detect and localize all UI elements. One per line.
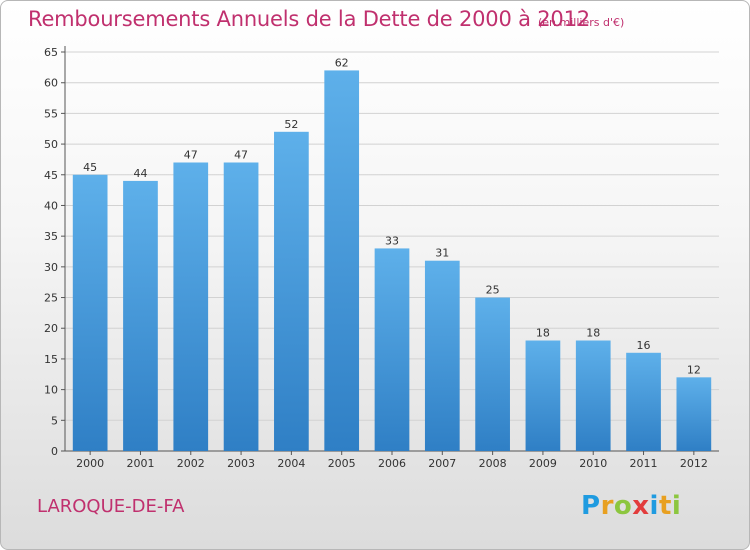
chart-title: Remboursements Annuels de la Dette de 20…: [28, 7, 590, 31]
y-tick-label: 15: [44, 353, 58, 366]
commune-name: LAROQUE-DE-FA: [37, 496, 185, 517]
x-tick-label: 2011: [630, 457, 658, 470]
data-label: 31: [435, 247, 449, 260]
labels: 2000 45 2001 44 2002 47 2003 47 2004 52 2005 62 2006…: [76, 56, 708, 470]
x-tick-label: 2010: [579, 457, 607, 470]
bar: [72, 174, 108, 451]
y-tick-label: 50: [44, 138, 58, 151]
bar: [575, 340, 611, 451]
data-label: 62: [335, 56, 349, 69]
logo-letter: o: [613, 491, 633, 521]
x-tick-label: 2012: [680, 457, 708, 470]
bar: [274, 131, 309, 452]
y-tick-label: 45: [44, 169, 58, 182]
proxiti-logo: Proxiti: [581, 491, 681, 521]
x-tick-label: 2001: [126, 457, 154, 470]
data-label: 18: [536, 327, 550, 340]
x-tick-label: 2009: [529, 457, 557, 470]
data-label: 47: [184, 148, 198, 161]
y-tick-label: 25: [44, 292, 58, 305]
y-tick-label: 30: [44, 261, 58, 274]
data-label: 18: [586, 327, 600, 340]
bar: [123, 180, 158, 451]
x-tick-label: 2000: [76, 457, 104, 470]
bar: [324, 70, 360, 452]
y-tick-label: 65: [44, 46, 58, 59]
y-tick-label: 20: [44, 322, 58, 335]
data-label: 25: [486, 284, 500, 297]
bar: [424, 260, 460, 451]
x-tick-label: 2004: [277, 457, 305, 470]
x-tick-label: 2003: [227, 457, 255, 470]
y-tick-label: 60: [44, 77, 58, 90]
y-tick-label: 0: [51, 445, 58, 458]
y-tick-label: 5: [51, 414, 58, 427]
logo-letter: i: [671, 491, 682, 521]
data-label: 45: [83, 161, 97, 174]
bars: [72, 70, 712, 452]
data-label: 47: [234, 148, 248, 161]
y-tick-label: 35: [44, 230, 58, 243]
x-tick-label: 2008: [479, 457, 507, 470]
bar: [626, 352, 661, 451]
logo-letter: x: [632, 491, 650, 521]
data-label: 44: [133, 167, 147, 180]
bar: [475, 297, 510, 451]
y-tick-label: 10: [44, 384, 58, 397]
y-tick-label: 55: [44, 107, 58, 120]
chart-subtitle: (en milliers d'€): [538, 16, 625, 29]
logo-letter: P: [581, 491, 601, 521]
bar: [525, 340, 561, 451]
axes: 0 5 10 15 20 25 30 35 40 45 50 55 60 65: [44, 46, 719, 458]
logo-letter: t: [658, 491, 672, 521]
data-label: 52: [284, 118, 298, 131]
logo-letter: r: [600, 491, 614, 521]
bar: [676, 377, 712, 451]
data-label: 12: [687, 363, 701, 376]
data-label: 33: [385, 234, 399, 247]
data-label: 16: [637, 339, 651, 352]
logo-letter: i: [649, 491, 659, 521]
x-tick-label: 2005: [328, 457, 356, 470]
bar: [374, 248, 410, 451]
bar: [173, 162, 209, 451]
x-tick-label: 2007: [428, 457, 456, 470]
bar: [223, 162, 259, 451]
x-tick-label: 2002: [177, 457, 205, 470]
y-tick-label: 40: [44, 199, 58, 212]
x-tick-label: 2006: [378, 457, 406, 470]
